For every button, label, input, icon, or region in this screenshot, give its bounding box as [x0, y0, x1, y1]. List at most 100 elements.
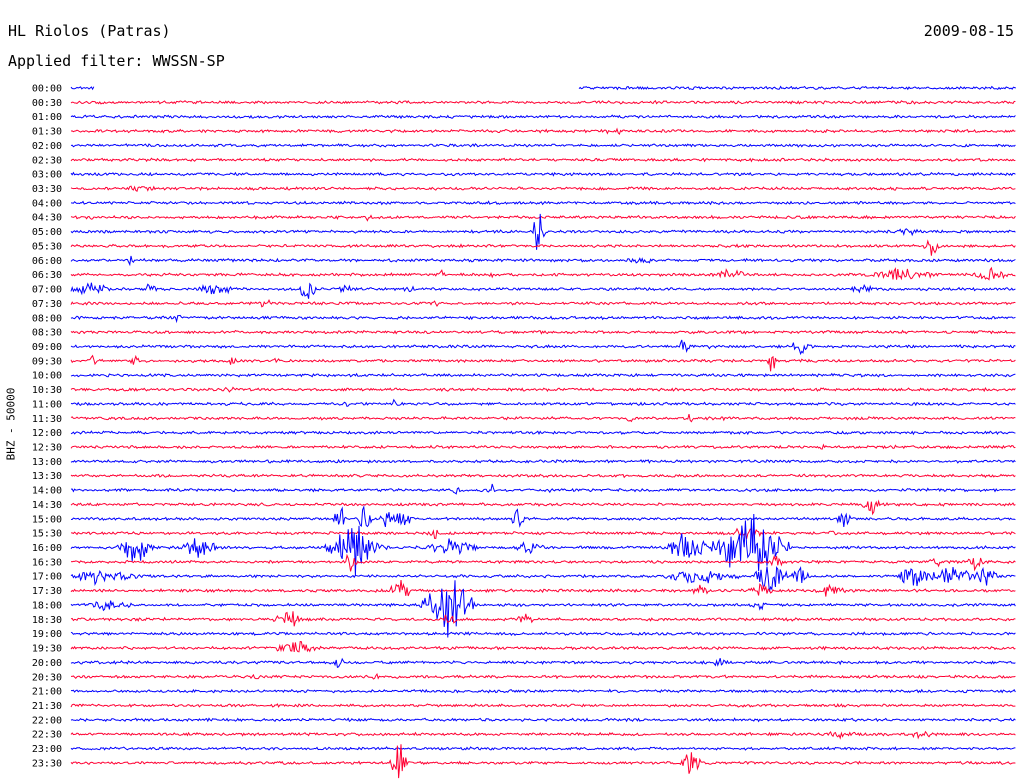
time-label: 12:00 [32, 428, 62, 439]
time-label: 15:00 [32, 514, 62, 525]
seismic-trace [70, 505, 1016, 528]
seismic-trace [70, 239, 1016, 256]
seismic-trace [70, 473, 1016, 479]
time-label: 19:00 [32, 629, 62, 640]
time-label: 13:00 [32, 457, 62, 468]
seismic-trace [70, 717, 1016, 723]
seismic-trace [70, 314, 1016, 324]
seismic-trace [70, 566, 1016, 592]
seismic-trace [70, 657, 1016, 669]
time-label: 04:00 [32, 198, 62, 209]
time-label: 14:00 [32, 486, 62, 497]
seismic-trace [70, 127, 1016, 136]
time-label: 09:30 [32, 356, 62, 367]
seismic-trace [70, 580, 1016, 638]
time-label: 08:30 [32, 328, 62, 339]
time-label: 01:00 [32, 112, 62, 123]
filter-label: Applied filter: [8, 52, 144, 70]
time-label: 08:00 [32, 313, 62, 324]
seismic-trace [70, 299, 1016, 308]
time-label: 18:00 [32, 600, 62, 611]
time-label: 06:30 [32, 270, 62, 281]
time-label: 19:30 [32, 644, 62, 655]
seismic-trace [70, 157, 1016, 163]
seismic-trace [71, 527, 1016, 541]
record-date: 2009-08-15 [923, 22, 1014, 40]
seismic-trace [70, 266, 1016, 281]
time-label: 13:30 [32, 471, 62, 482]
seismic-trace [70, 413, 1016, 423]
seismic-trace [70, 354, 1016, 372]
time-label: 14:30 [32, 500, 62, 511]
time-label: 07:00 [32, 285, 62, 296]
time-label: 21:30 [32, 701, 62, 712]
time-label: 16:00 [32, 543, 62, 554]
seismic-trace [70, 579, 1016, 597]
seismic-trace [70, 143, 1016, 148]
seismic-trace [70, 100, 1016, 105]
time-label: 02:30 [32, 155, 62, 166]
seismic-trace [70, 171, 1016, 177]
time-label: 01:30 [32, 127, 62, 138]
time-label: 20:30 [32, 672, 62, 683]
time-label: 21:00 [32, 687, 62, 698]
seismic-trace [70, 372, 1016, 378]
filter-value: WWSSN-SP [152, 52, 225, 70]
seismic-trace [70, 499, 1016, 516]
seismic-trace [70, 553, 1016, 572]
filter-info: Applied filter: WWSSN-SP [8, 52, 225, 70]
seismic-trace [71, 672, 1016, 680]
seismic-trace [70, 114, 1016, 120]
seismic-trace [70, 200, 1016, 206]
time-label: 10:30 [32, 385, 62, 396]
seismic-trace [70, 213, 1016, 250]
time-label: 16:30 [32, 557, 62, 568]
time-label: 05:00 [32, 227, 62, 238]
time-label: 05:30 [32, 241, 62, 252]
seismic-trace [70, 641, 1016, 653]
time-label: 04:30 [32, 213, 62, 224]
time-label: 03:30 [32, 184, 62, 195]
seismic-trace [70, 443, 1016, 450]
seismic-trace [70, 185, 1016, 192]
seismic-trace [70, 730, 1016, 740]
time-label: 22:00 [32, 715, 62, 726]
time-label: 00:30 [32, 98, 62, 109]
seismic-trace [70, 398, 1016, 408]
time-label: 09:00 [32, 342, 62, 353]
seismic-trace [70, 483, 1016, 495]
time-label: 11:30 [32, 414, 62, 425]
seismic-trace [70, 339, 1016, 356]
seismic-trace [70, 513, 1016, 576]
time-label: 03:00 [32, 170, 62, 181]
seismic-trace [70, 386, 1016, 393]
seismic-trace [70, 631, 1016, 637]
seismic-trace [70, 214, 1016, 222]
time-label: 10:00 [32, 371, 62, 382]
time-label: 07:30 [32, 299, 62, 310]
time-label: 02:00 [32, 141, 62, 152]
time-label: 11:00 [32, 399, 62, 410]
time-label: 12:30 [32, 443, 62, 454]
time-label: 06:00 [32, 256, 62, 267]
station-title: HL Riolos (Patras) [8, 22, 171, 40]
time-label: 23:00 [32, 744, 62, 755]
seismic-trace [70, 688, 1016, 694]
seismic-trace [70, 744, 1016, 779]
time-label: 17:30 [32, 586, 62, 597]
time-label: 17:00 [32, 572, 62, 583]
seismic-trace [70, 702, 1016, 708]
seismic-trace [70, 430, 1016, 436]
seismic-trace [70, 85, 1016, 91]
time-label: 23:30 [32, 758, 62, 769]
seismic-trace [70, 255, 1016, 267]
time-label: 00:00 [32, 84, 62, 95]
time-label: 18:30 [32, 615, 62, 626]
time-label: 22:30 [32, 730, 62, 741]
seismic-trace [70, 458, 1016, 464]
seismic-trace [70, 282, 1016, 299]
seismic-trace [70, 611, 1016, 627]
seismic-trace [70, 746, 1016, 751]
time-label: 15:30 [32, 529, 62, 540]
